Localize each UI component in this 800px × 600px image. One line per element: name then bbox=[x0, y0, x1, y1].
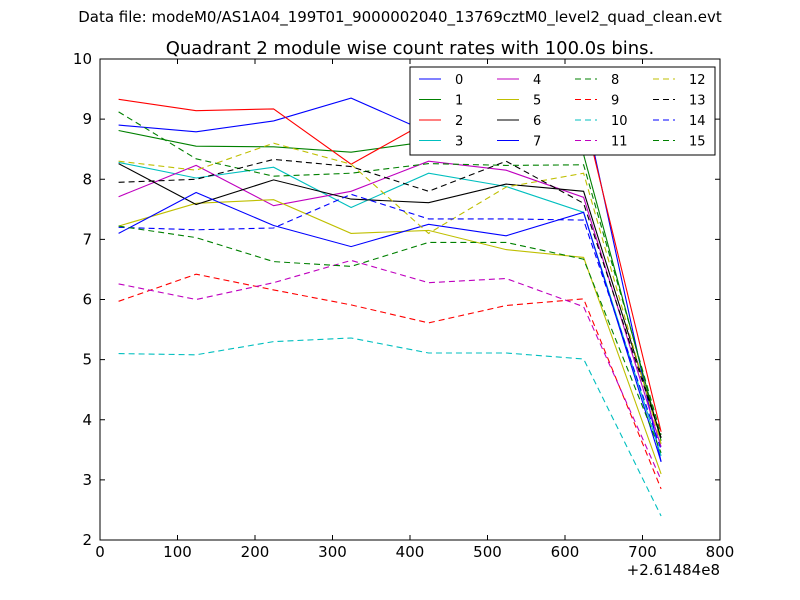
series-line-10 bbox=[118, 337, 662, 517]
x-tick-label: 100 bbox=[163, 543, 192, 561]
x-tick-label: 600 bbox=[551, 543, 580, 561]
series-line-5 bbox=[118, 199, 662, 475]
chart-title: Quadrant 2 module wise count rates with … bbox=[166, 38, 655, 59]
x-tick-label: 500 bbox=[473, 543, 502, 561]
legend-label-9: 9 bbox=[611, 94, 619, 109]
series-line-4 bbox=[118, 160, 662, 447]
legend-label-15: 15 bbox=[689, 135, 706, 150]
x-tick-label: 200 bbox=[241, 543, 270, 561]
series-layer bbox=[118, 97, 662, 517]
x-tick-label: 0 bbox=[95, 543, 105, 561]
series-line-12 bbox=[118, 142, 662, 444]
y-tick-label: 4 bbox=[82, 411, 92, 429]
legend-label-7: 7 bbox=[533, 135, 541, 150]
y-tick-label: 10 bbox=[73, 50, 92, 68]
y-tick-label: 2 bbox=[82, 531, 92, 549]
y-tick-label: 9 bbox=[82, 110, 92, 128]
x-tick-label: 800 bbox=[706, 543, 735, 561]
legend-label-5: 5 bbox=[533, 94, 541, 109]
legend-label-10: 10 bbox=[611, 114, 628, 129]
legend-label-1: 1 bbox=[455, 94, 463, 109]
legend-label-8: 8 bbox=[611, 73, 619, 88]
x-offset-label: +2.61484e8 bbox=[627, 561, 720, 579]
x-tick-label: 700 bbox=[628, 543, 657, 561]
series-line-15 bbox=[118, 225, 662, 454]
legend-label-2: 2 bbox=[455, 114, 463, 129]
y-tick-label: 5 bbox=[82, 351, 92, 369]
y-tick-label: 8 bbox=[82, 170, 92, 188]
legend-label-12: 12 bbox=[689, 73, 706, 88]
legend-label-14: 14 bbox=[689, 114, 706, 129]
legend-label-0: 0 bbox=[455, 73, 463, 88]
series-line-7 bbox=[118, 191, 662, 462]
x-tick-label: 300 bbox=[318, 543, 347, 561]
y-tick-label: 7 bbox=[82, 230, 92, 248]
x-tick-label: 400 bbox=[396, 543, 425, 561]
series-line-14 bbox=[118, 193, 662, 450]
series-line-11 bbox=[118, 259, 662, 481]
y-tick-label: 3 bbox=[82, 471, 92, 489]
legend-label-6: 6 bbox=[533, 114, 541, 129]
series-line-6 bbox=[118, 163, 662, 438]
legend-label-11: 11 bbox=[611, 135, 628, 150]
series-line-8 bbox=[118, 111, 662, 435]
series-line-13 bbox=[118, 158, 662, 438]
legend-label-13: 13 bbox=[689, 94, 706, 109]
series-line-9 bbox=[118, 273, 662, 490]
y-tick-label: 6 bbox=[82, 291, 92, 309]
data-file-title: Data file: modeM0/AS1A04_199T01_90000020… bbox=[78, 8, 722, 26]
legend-label-4: 4 bbox=[533, 73, 541, 88]
axes-layer: 0 100 200 300 400 500 600 700 800+2.61484e823456… bbox=[73, 50, 734, 579]
legend-label-3: 3 bbox=[455, 135, 463, 150]
